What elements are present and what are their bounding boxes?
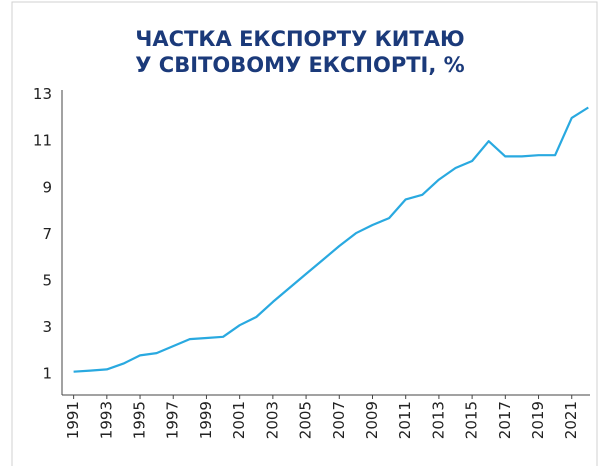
y-tick-label: 11	[33, 132, 52, 150]
chart-title-line: У СВІТОВОМУ ЕКСПОРТІ, %	[135, 53, 464, 77]
x-tick-label: 2001	[230, 401, 248, 439]
y-tick-label: 1	[42, 365, 52, 383]
x-tick-label: 2021	[562, 401, 580, 439]
x-tick-label: 1999	[197, 401, 215, 439]
x-tick-label: 2019	[529, 401, 547, 439]
y-tick-label: 13	[33, 85, 52, 103]
series-line	[73, 106, 589, 373]
x-tick-label: 2017	[496, 401, 514, 439]
x-tick-label: 2011	[396, 401, 414, 439]
y-tick-label: 3	[42, 318, 52, 336]
y-tick-label: 7	[42, 225, 52, 243]
y-tick-label: 9	[42, 178, 52, 196]
x-tick-label: 2015	[463, 401, 481, 439]
x-tick-label: 1997	[164, 401, 182, 439]
x-tick-label: 2007	[330, 401, 348, 439]
x-tick-label: 1995	[131, 401, 149, 439]
chart-title-line: ЧАСТКА ЕКСПОРТУ КИТАЮ	[135, 27, 464, 51]
x-tick-label: 1993	[97, 401, 115, 439]
x-tick-label: 2005	[297, 401, 315, 439]
x-tick-label: 1991	[64, 401, 82, 439]
frame	[11, 1, 598, 466]
y-tick-label: 5	[42, 271, 52, 289]
x-tick-label: 2009	[363, 401, 381, 439]
x-tick-label: 2003	[263, 401, 281, 439]
x-tick-label: 2013	[429, 401, 447, 439]
